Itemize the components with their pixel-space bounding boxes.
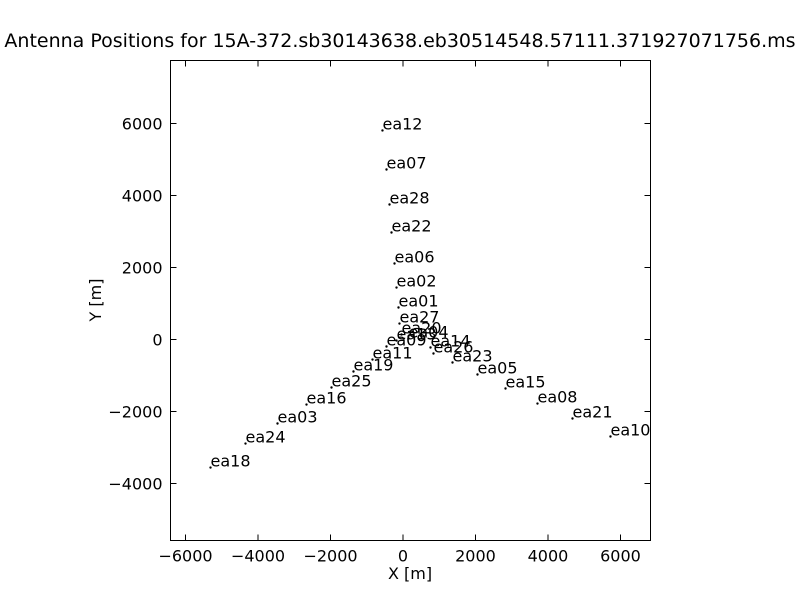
antenna-label: ea02: [397, 272, 437, 291]
x-tick-label: 4000: [528, 547, 569, 566]
y-tick-label: 2000: [122, 259, 163, 278]
antenna-label: ea18: [211, 452, 251, 471]
antenna-label: ea24: [245, 428, 285, 447]
antenna-label: ea21: [572, 402, 612, 421]
antenna-label: ea27: [399, 308, 439, 327]
antenna-label: ea23: [453, 347, 493, 366]
antenna-label: ea08: [537, 388, 577, 407]
antenna-label: ea01: [399, 292, 439, 311]
x-tick-label: 2000: [455, 547, 496, 566]
antenna-point: [395, 339, 398, 342]
antenna-label: ea28: [390, 189, 430, 208]
antenna-point: [209, 466, 212, 469]
antenna-label: ea19: [353, 356, 393, 375]
antenna-point: [571, 417, 574, 420]
antenna-label: ea07: [387, 154, 427, 173]
antenna-point: [397, 306, 400, 309]
x-tick-label: −4000: [231, 547, 285, 566]
antenna-label: ea09: [387, 330, 427, 349]
y-tick-label: −2000: [108, 403, 162, 422]
antenna-point: [476, 373, 479, 376]
antenna-label: ea13: [397, 325, 437, 344]
x-tick-label: 6000: [600, 547, 641, 566]
antenna-point: [371, 358, 374, 361]
antenna-point: [395, 286, 398, 289]
antenna-label: ea20: [402, 319, 442, 338]
antenna-point: [381, 129, 384, 132]
antenna-label: ea05: [477, 358, 517, 377]
antenna-point: [385, 168, 388, 171]
antenna-point: [400, 333, 403, 336]
antenna-label: ea15: [506, 373, 546, 392]
antenna-label: ea06: [395, 248, 435, 267]
x-axis-label: X [m]: [388, 564, 432, 583]
x-tick-label: 0: [398, 547, 408, 566]
antenna-point: [393, 262, 396, 265]
antenna-label: ea10: [610, 420, 650, 439]
y-tick-label: −4000: [108, 475, 162, 494]
y-tick-label: 6000: [122, 115, 163, 134]
antenna-point: [432, 352, 435, 355]
antenna-point: [429, 346, 432, 349]
plot-frame: [170, 60, 651, 541]
antenna-point: [385, 345, 388, 348]
antenna-point: [451, 361, 454, 364]
antenna-label: ea03: [278, 407, 318, 426]
antenna-label: ea04: [409, 322, 449, 341]
antenna-point: [330, 386, 333, 389]
antenna-label: ea16: [307, 389, 347, 408]
antenna-label: ea12: [382, 114, 422, 133]
antenna-point: [398, 322, 401, 325]
x-tick-label: −6000: [158, 547, 212, 566]
antenna-label: ea22: [392, 217, 432, 236]
y-axis-label: Y [m]: [86, 279, 105, 323]
antenna-point: [609, 435, 612, 438]
antenna-point: [407, 337, 410, 340]
antenna-point: [536, 402, 539, 405]
antenna-point: [276, 422, 279, 425]
antenna-point: [388, 203, 391, 206]
antenna-point: [352, 370, 355, 373]
antenna-label: ea11: [373, 344, 413, 363]
antenna-label: ea25: [332, 371, 372, 390]
antenna-label: ea26: [433, 338, 473, 357]
antenna-point: [244, 442, 247, 445]
y-tick-label: 4000: [122, 187, 163, 206]
antenna-label: ea14: [431, 331, 471, 350]
antenna-point: [390, 231, 393, 234]
antenna-point: [504, 387, 507, 390]
chart-title: Antenna Positions for 15A-372.sb30143638…: [4, 30, 795, 52]
antenna-point: [305, 403, 308, 406]
x-tick-label: −2000: [303, 547, 357, 566]
y-tick-label: 0: [152, 331, 162, 350]
